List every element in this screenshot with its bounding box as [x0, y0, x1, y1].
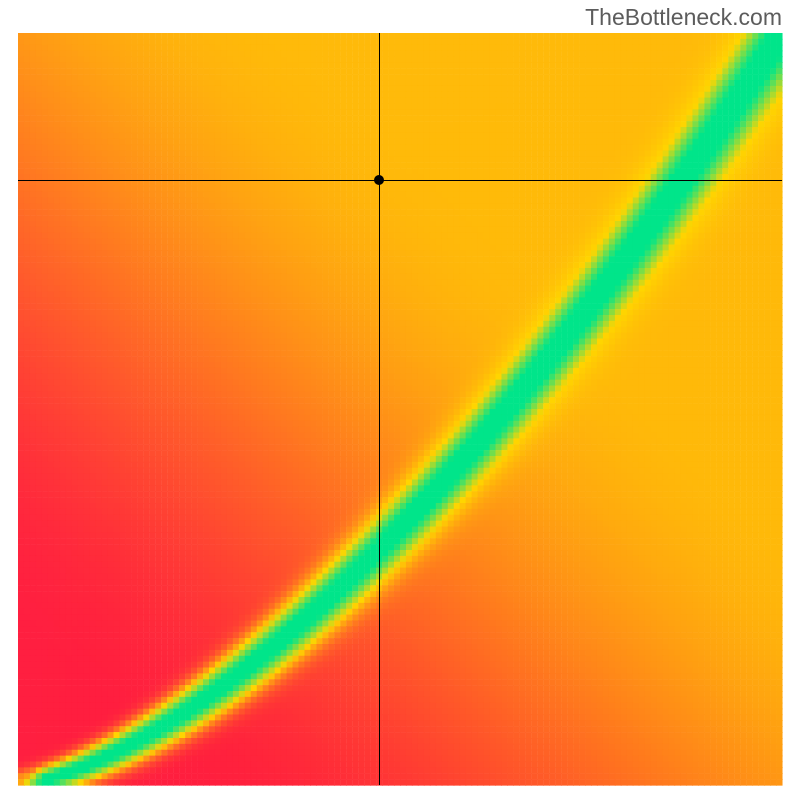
crosshair-vertical	[379, 33, 380, 785]
crosshair-point	[374, 175, 384, 185]
crosshair-horizontal	[18, 180, 782, 181]
bottleneck-heatmap	[0, 0, 800, 800]
watermark-text: TheBottleneck.com	[585, 4, 782, 31]
